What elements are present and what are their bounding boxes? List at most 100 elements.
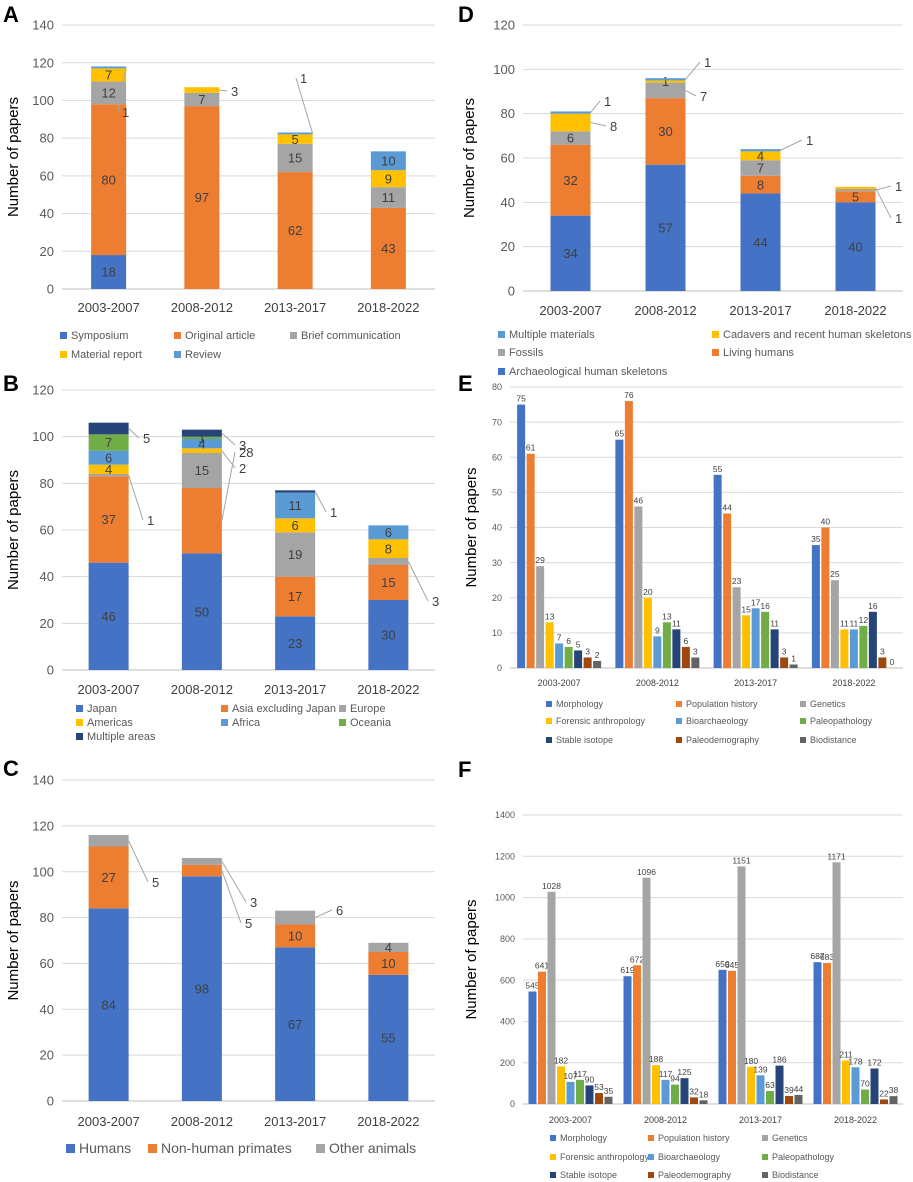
- x-tick-label: 2003-2007: [78, 1114, 140, 1129]
- legend-swatch: [800, 737, 806, 743]
- bar-segment: [277, 172, 313, 289]
- bar: [868, 611, 877, 668]
- bar: [770, 629, 779, 668]
- data-label: 3: [239, 438, 246, 453]
- legend-swatch: [800, 701, 806, 707]
- y-tick-label: 0: [510, 1099, 515, 1109]
- data-label: 3: [250, 895, 257, 910]
- data-label: 39: [784, 1085, 794, 1095]
- x-tick-label: 2018-2022: [357, 300, 419, 315]
- bar: [840, 629, 849, 668]
- y-tick-label: 80: [501, 106, 515, 121]
- bar-segment: [368, 974, 409, 1101]
- bar: [870, 1068, 879, 1104]
- bar-segment: [368, 942, 409, 952]
- data-label: 9: [385, 171, 392, 186]
- data-label: 139: [753, 1064, 767, 1074]
- legend-label: Forensic anthropology: [560, 1152, 650, 1162]
- bar-segment: [368, 951, 409, 975]
- x-tick-label: 2008-2012: [636, 678, 679, 688]
- data-label: 1: [895, 179, 902, 194]
- data-label: 1: [704, 55, 711, 70]
- bar: [751, 608, 760, 668]
- data-label: 15: [381, 575, 395, 590]
- bar: [680, 1078, 689, 1104]
- panel-a: A 0 20 40 60 80 100 120 140 Number of papers 2003-…: [3, 2, 435, 361]
- data-label: 20: [643, 587, 653, 597]
- data-label: 3: [880, 646, 885, 656]
- legend-label: Review: [185, 349, 221, 361]
- legend-label: Africa: [232, 717, 261, 729]
- bar-segment: [645, 164, 686, 291]
- leader-line: [875, 185, 892, 191]
- bar: [718, 969, 727, 1104]
- bar: [813, 962, 822, 1104]
- data-label: 5: [852, 189, 859, 204]
- bar-segment: [368, 600, 409, 670]
- legend-swatch: [60, 332, 67, 339]
- bar: [761, 611, 770, 668]
- data-label: 1096: [637, 867, 656, 877]
- data-label: 3: [693, 646, 698, 656]
- y-tick-label: 60: [40, 168, 54, 183]
- bar: [528, 991, 537, 1104]
- bar: [849, 629, 858, 668]
- bar-segment: [835, 191, 876, 203]
- data-label: 94: [670, 1074, 680, 1084]
- legend-label: Original article: [185, 330, 255, 342]
- bar: [728, 970, 736, 1104]
- data-label: 44: [722, 502, 732, 512]
- y-tick-label: 1200: [495, 851, 515, 861]
- leader-line: [128, 428, 140, 439]
- bar-segment: [550, 131, 591, 145]
- leader-line: [117, 67, 127, 113]
- legend-label: Morphology: [560, 1133, 608, 1143]
- bar-segment: [88, 562, 129, 670]
- data-label: 172: [867, 1057, 881, 1067]
- data-label: 6: [385, 525, 392, 540]
- data-label: 4: [198, 436, 205, 451]
- x-tick-label: 2013-2017: [264, 1114, 326, 1129]
- data-label: 40: [821, 517, 831, 527]
- bar: [861, 1089, 869, 1104]
- bar: [576, 1079, 584, 1104]
- legend-swatch: [339, 705, 346, 712]
- data-label: 16: [760, 601, 770, 611]
- legend-swatch: [76, 733, 83, 740]
- data-label: 683: [820, 952, 834, 962]
- data-label: 6: [684, 636, 689, 646]
- bar: [742, 615, 751, 668]
- y-tick-label: 80: [40, 476, 54, 491]
- bar: [672, 629, 681, 668]
- bar-segment: [550, 111, 591, 114]
- y-tick-label: 1400: [495, 810, 515, 820]
- data-label: 1151: [732, 855, 751, 865]
- panel-letter: A: [3, 2, 19, 27]
- bar-segment: [645, 78, 686, 81]
- legend-label: Paleodemography: [658, 1170, 732, 1180]
- legend-swatch: [762, 1135, 768, 1141]
- legend-label: Humans: [79, 1140, 131, 1156]
- data-label: 84: [101, 997, 115, 1012]
- data-label: 67: [288, 1017, 302, 1032]
- x-tick-label: 2013-2017: [264, 682, 326, 697]
- bar-segment: [181, 857, 222, 865]
- bar-segment: [645, 80, 686, 83]
- data-label: 1: [662, 74, 669, 89]
- bar: [661, 1079, 670, 1104]
- data-label: 5: [143, 431, 150, 446]
- data-label: 27: [101, 870, 115, 885]
- legend-swatch: [339, 719, 346, 726]
- legend-swatch: [648, 1135, 654, 1141]
- bar: [785, 1095, 793, 1104]
- data-label: 619: [620, 965, 634, 975]
- bar-segment: [91, 66, 127, 69]
- y-tick-label: 100: [493, 62, 515, 77]
- bar: [547, 891, 556, 1104]
- x-tick-label: 2018-2022: [357, 1114, 419, 1129]
- data-label: 0: [890, 657, 895, 667]
- y-tick-label: 80: [40, 131, 54, 146]
- y-axis-title: Number of papers: [5, 880, 22, 1000]
- bar: [878, 657, 887, 668]
